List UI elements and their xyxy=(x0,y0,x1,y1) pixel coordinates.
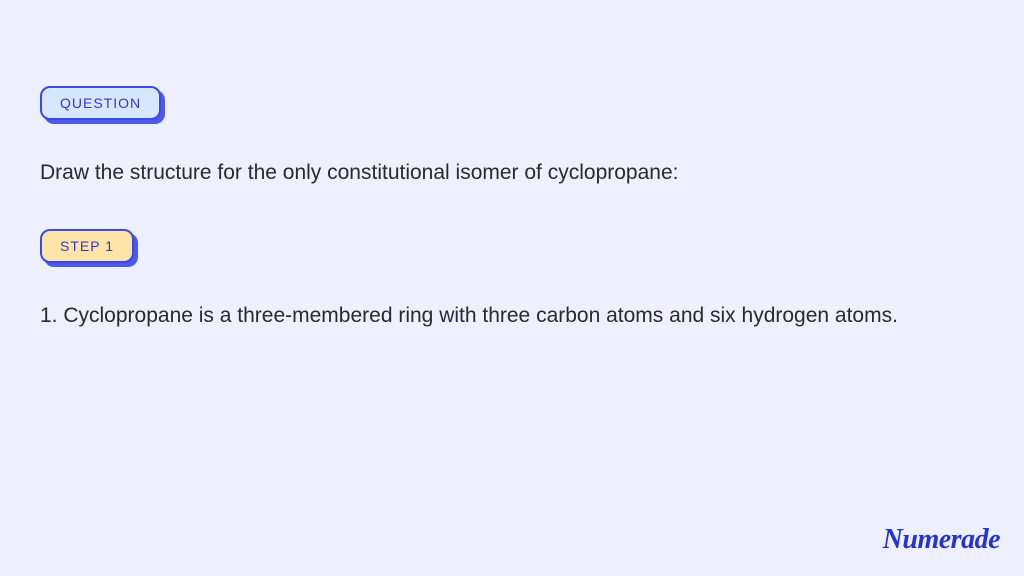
step-badge: STEP 1 xyxy=(40,229,134,263)
step-badge-label: STEP 1 xyxy=(60,238,114,254)
question-badge: QUESTION xyxy=(40,86,161,120)
step-text: 1. Cyclopropane is a three-membered ring… xyxy=(40,301,984,330)
question-badge-label: QUESTION xyxy=(60,95,141,111)
numerade-logo: Numerade xyxy=(883,524,1000,556)
question-text: Draw the structure for the only constitu… xyxy=(40,158,984,187)
content-area: QUESTION Draw the structure for the only… xyxy=(0,0,1024,331)
